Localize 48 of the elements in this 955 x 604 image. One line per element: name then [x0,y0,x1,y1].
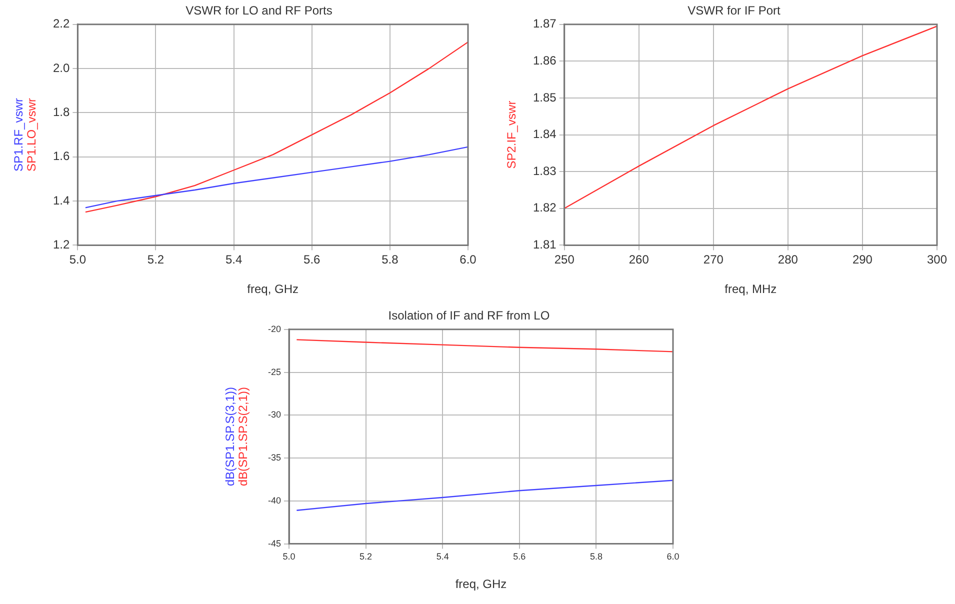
x-tick-label: 260 [628,252,650,267]
x-tick-label: 5.0 [69,252,86,267]
y-tick-label: 1.81 [532,238,557,252]
chart-title: VSWR for LO and RF Ports [186,4,332,18]
x-tick-label: 250 [554,252,575,267]
y-tick-label: 2.2 [52,16,70,31]
x-tick-label: 290 [852,252,873,267]
y-tick-label: -30 [268,410,282,420]
x-tick-label: 5.2 [360,552,372,562]
y-tick-label: 1.6 [52,149,70,164]
text: SP1.LO_vswr [24,98,38,172]
y-tick-label: 1.87 [532,16,557,31]
x-tick-label: 5.6 [513,552,526,562]
text: SP2.IF_vswr [504,100,519,169]
x-tick-label: 5.4 [436,552,449,562]
text: SP1.RF_vswr [11,98,26,172]
x-tick-label: 6.0 [666,552,680,562]
x-axis-title: freq, GHz [455,577,507,592]
chart-title: Isolation of IF and RF from LO [388,308,550,323]
x-tick-label: 6.0 [460,252,477,267]
y-tick-label: 1.83 [532,164,557,178]
y-tick-label: 1.2 [52,238,70,252]
x-axis-title: freq, GHz [247,282,299,296]
x-tick-label: 5.0 [282,552,296,562]
y-tick-label: 1.4 [52,193,70,208]
chart-title: VSWR for IF Port [688,4,781,18]
x-tick-label: 270 [703,252,724,267]
x-tick-label: 5.8 [590,552,602,562]
y-tick-label: 1.86 [532,54,557,68]
y-tick-label: 1.82 [532,200,557,215]
y-tick-label: 2.0 [52,60,70,75]
y-tick-label: 1.8 [52,105,70,120]
x-tick-label: 5.6 [304,252,321,267]
x-tick-label: 280 [778,252,798,267]
y-tick-label: 1.84 [532,127,557,142]
x-tick-label: 5.8 [382,252,399,267]
y-tick-label: 1.85 [532,90,557,104]
y-tick-label: -45 [268,538,282,548]
x-tick-label: 300 [926,252,948,267]
x-axis-title: freq, MHz [724,282,777,296]
y-tick-label: -40 [268,495,282,506]
x-tick-label: 5.4 [225,252,242,267]
x-tick-label: 5.2 [147,252,164,267]
text: dB(SP1.SP.S(2,1)) [236,387,250,486]
text: dB(SP1.SP.S(3,1)) [222,387,237,486]
y-tick-label: -20 [268,324,282,334]
y-tick-label: -35 [268,452,282,463]
y-tick-label: -25 [268,366,282,377]
